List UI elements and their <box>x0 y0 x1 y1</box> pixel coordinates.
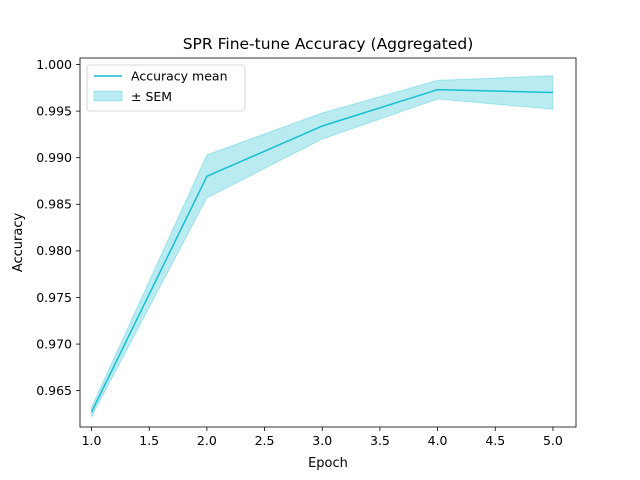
series-line-layer <box>90 88 553 413</box>
y-tick-label: 0.990 <box>36 150 72 165</box>
chart-title: SPR Fine-tune Accuracy (Aggregated) <box>183 35 474 53</box>
y-tick-label: 0.980 <box>36 243 72 258</box>
x-tick-label: 4.0 <box>428 433 448 448</box>
legend-band-swatch <box>93 90 123 102</box>
x-tick-label: 4.5 <box>485 433 505 448</box>
x-tick-label: 3.5 <box>370 433 390 448</box>
legend-label-accuracy-mean: Accuracy mean <box>131 69 228 84</box>
plot-background <box>80 58 576 427</box>
sem-band-layer <box>91 75 554 417</box>
x-axis-label: Epoch <box>308 456 348 471</box>
x-tick-label: 5.0 <box>543 433 563 448</box>
legend: Accuracy mean ± SEM <box>86 64 246 112</box>
y-tick-label: 0.970 <box>36 336 72 351</box>
x-tick-label: 3.0 <box>312 433 332 448</box>
y-tick-label: 1.000 <box>36 57 72 72</box>
y-tick-label: 0.995 <box>36 103 72 118</box>
y-tick-label: 0.975 <box>36 290 72 305</box>
sem-band <box>91 75 554 417</box>
x-tick-label: 1.0 <box>82 433 102 448</box>
x-tick-label: 2.0 <box>197 433 217 448</box>
legend-box <box>86 64 246 112</box>
plot-frame <box>79 57 577 428</box>
x-axis-ticks: 1.0 1.5 2.0 2.5 3.0 3.5 4.0 4.5 5.0 <box>82 427 563 448</box>
y-tick-label: 0.965 <box>36 383 72 398</box>
accuracy-mean-line <box>90 88 553 413</box>
y-axis-label: Accuracy <box>11 213 26 273</box>
legend-label-sem: ± SEM <box>131 89 172 104</box>
x-tick-label: 2.5 <box>255 433 275 448</box>
y-tick-label: 0.985 <box>36 197 72 212</box>
x-tick-label: 1.5 <box>139 433 159 448</box>
y-axis-ticks: 0.965 0.970 0.975 0.980 0.985 0.990 0.995 1.000 <box>36 57 80 398</box>
